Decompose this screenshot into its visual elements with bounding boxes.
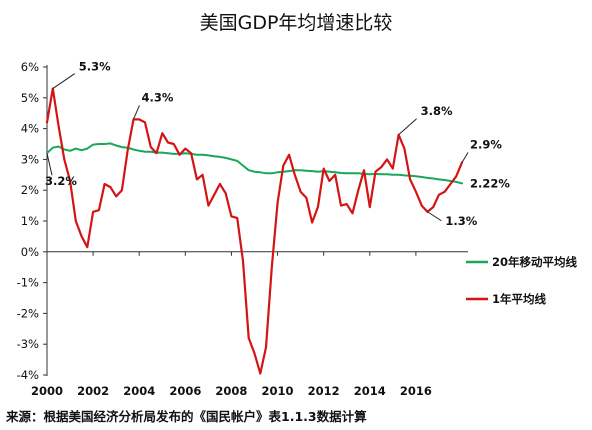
y-tick-label: 1% — [21, 214, 39, 228]
annotation-label: 2.22% — [470, 176, 510, 190]
annotation-label: 1.3% — [445, 214, 477, 228]
chart-title: 美国GDP年均增速比较 — [199, 12, 393, 34]
y-tick-label: 2% — [21, 183, 39, 197]
x-tick-label: 2000 — [31, 384, 63, 398]
legend: 20年移动平均线 1年平均线 — [466, 255, 578, 306]
series-line-ma20 — [46, 142, 463, 185]
x-tick-label: 2002 — [77, 384, 109, 398]
y-tick-label: -1% — [17, 276, 39, 290]
annotation-leader — [461, 152, 469, 163]
x-tick-label: 2014 — [354, 384, 386, 398]
legend-label-ma20: 20年移动平均线 — [492, 255, 578, 269]
series-line-yoy — [45, 87, 464, 375]
y-tick-label: -2% — [17, 306, 39, 320]
annotation-leader — [427, 211, 442, 222]
y-tick-label: 0% — [21, 245, 39, 259]
x-tick-label: 2010 — [262, 384, 294, 398]
annotation-leader — [132, 105, 140, 120]
y-tick-label: -4% — [17, 368, 39, 382]
y-tick-label: -3% — [17, 337, 39, 351]
source-note: 来源：根据美国经济分析局发布的《国民帐户》表1.1.3数据计算 — [6, 409, 367, 424]
y-tick-label: 5% — [21, 91, 39, 105]
annotation-leader — [52, 73, 76, 89]
annotation-label: 3.2% — [45, 174, 77, 188]
chart-axes — [43, 65, 468, 376]
x-tick-label: 2016 — [400, 384, 432, 398]
series-lines — [45, 87, 464, 375]
y-tick-label: 6% — [21, 60, 39, 74]
x-tick-label: 2006 — [169, 384, 201, 398]
x-tick-label: 2004 — [123, 384, 155, 398]
tick-labels: 6% 5% 4% 3% 2% 1% 0% -1% -2% -3% -4% 2000 2002 2004 20… — [17, 60, 432, 398]
legend-label-yoy: 1年平均线 — [492, 292, 547, 306]
annotations: 5.3% 3.2% 4.3% 3.8% 2.9% 2.22% 1.3% — [45, 60, 510, 228]
y-tick-label: 4% — [21, 122, 39, 136]
y-tick-label: 3% — [21, 152, 39, 166]
annotation-label: 2.9% — [470, 137, 502, 151]
annotation-label: 5.3% — [79, 60, 111, 74]
annotation-leader — [398, 118, 417, 136]
annotation-leader — [46, 153, 53, 176]
x-tick-label: 2012 — [308, 384, 340, 398]
annotation-label: 3.8% — [421, 104, 453, 118]
x-tick-label: 2008 — [215, 384, 247, 398]
annotation-label: 4.3% — [141, 90, 173, 104]
